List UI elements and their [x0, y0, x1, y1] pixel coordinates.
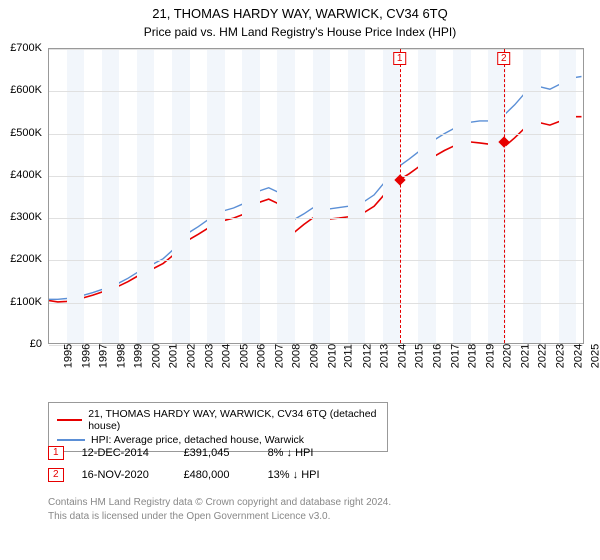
footer-attribution: Contains HM Land Registry data © Crown c… [48, 496, 391, 523]
x-tick-label: 2022 [537, 344, 549, 368]
x-tick-label: 1995 [62, 344, 74, 368]
x-tick-label: 2014 [396, 344, 408, 368]
x-tick-label: 2004 [221, 344, 233, 368]
x-tick-label: 1999 [133, 344, 145, 368]
year-band [559, 49, 577, 343]
y-tick-label: £700K [0, 42, 42, 54]
year-band [348, 49, 366, 343]
event-vline [504, 49, 505, 343]
legend-swatch [57, 419, 82, 421]
x-tick-label: 2007 [273, 344, 285, 368]
x-tick-label: 2013 [379, 344, 391, 368]
x-tick-label: 2011 [343, 344, 355, 368]
footer-line: This data is licensed under the Open Gov… [48, 510, 391, 524]
legend-row: 21, THOMAS HARDY WAY, WARWICK, CV34 6TQ … [57, 407, 379, 433]
legend-row: HPI: Average price, detached house, Warw… [57, 433, 379, 447]
x-tick-label: 2005 [238, 344, 250, 368]
chart-subtitle: Price paid vs. HM Land Registry's House … [0, 21, 600, 41]
year-band [67, 49, 85, 343]
x-tick-label: 1998 [115, 344, 127, 368]
event-anno: 2 [497, 52, 511, 65]
x-tick-label: 2000 [150, 344, 162, 368]
x-tick-label: 2016 [432, 344, 444, 368]
year-band [418, 49, 436, 343]
year-band [102, 49, 120, 343]
event-date: 16-NOV-2020 [82, 469, 166, 481]
event-marker-box: 1 [48, 446, 64, 460]
x-tick-label: 2012 [361, 344, 373, 368]
year-band [453, 49, 471, 343]
x-tick-label: 1996 [80, 344, 92, 368]
y-tick-label: £600K [0, 84, 42, 96]
year-band [137, 49, 155, 343]
x-tick-label: 2017 [449, 344, 461, 368]
event-date: 12-DEC-2014 [82, 447, 166, 459]
x-tick-label: 2021 [519, 344, 531, 368]
x-tick-label: 2018 [467, 344, 479, 368]
event-anno: 1 [393, 52, 407, 65]
event-vline [400, 49, 401, 343]
year-band [172, 49, 190, 343]
x-tick-label: 2009 [309, 344, 321, 368]
year-band [207, 49, 225, 343]
legend-label: 21, THOMAS HARDY WAY, WARWICK, CV34 6TQ … [88, 408, 379, 432]
footer-line: Contains HM Land Registry data © Crown c… [48, 496, 391, 510]
x-tick-label: 2003 [203, 344, 215, 368]
x-tick-label: 2019 [484, 344, 496, 368]
event-delta: 8% ↓ HPI [268, 447, 338, 459]
year-band [523, 49, 541, 343]
x-tick-label: 2025 [590, 344, 600, 368]
x-tick-label: 2020 [502, 344, 514, 368]
x-tick-label: 2008 [291, 344, 303, 368]
x-tick-label: 2001 [168, 344, 180, 368]
legend-box: 21, THOMAS HARDY WAY, WARWICK, CV34 6TQ … [48, 402, 388, 452]
x-tick-label: 2023 [555, 344, 567, 368]
y-tick-label: £200K [0, 253, 42, 265]
x-tick-label: 2024 [572, 344, 584, 368]
legend-label: HPI: Average price, detached house, Warw… [91, 434, 304, 446]
year-band [383, 49, 401, 343]
x-tick-label: 2010 [326, 344, 338, 368]
event-delta: 13% ↓ HPI [268, 469, 338, 481]
year-band [242, 49, 260, 343]
chart-title: 21, THOMAS HARDY WAY, WARWICK, CV34 6TQ [0, 0, 600, 21]
year-band [277, 49, 295, 343]
x-tick-label: 2015 [414, 344, 426, 368]
event-row: 2 16-NOV-2020 £480,000 13% ↓ HPI [48, 468, 338, 482]
y-tick-label: £300K [0, 211, 42, 223]
event-price: £391,045 [184, 447, 250, 459]
event-marker-box: 2 [48, 468, 64, 482]
event-row: 1 12-DEC-2014 £391,045 8% ↓ HPI [48, 446, 338, 460]
event-price: £480,000 [184, 469, 250, 481]
x-tick-label: 1997 [98, 344, 110, 368]
year-band [313, 49, 331, 343]
chart-plot-area: 12 [48, 48, 584, 344]
y-tick-label: £400K [0, 169, 42, 181]
x-tick-label: 2002 [186, 344, 198, 368]
y-tick-label: £0 [0, 338, 42, 350]
y-tick-label: £100K [0, 296, 42, 308]
y-tick-label: £500K [0, 127, 42, 139]
legend-swatch [57, 439, 85, 441]
x-tick-label: 2006 [256, 344, 268, 368]
